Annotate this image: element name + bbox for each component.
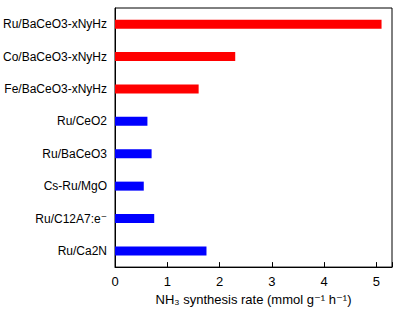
svg-text:Co/BaCeO3-xNyHz: Co/BaCeO3-xNyHz: [3, 50, 107, 64]
svg-text:0: 0: [111, 274, 118, 289]
svg-text:4: 4: [320, 274, 327, 289]
svg-text:Ru/BaCeO3-xNyHz: Ru/BaCeO3-xNyHz: [3, 17, 107, 31]
svg-text:5: 5: [373, 274, 380, 289]
svg-text:Ru/C12A7:e⁻: Ru/C12A7:e⁻: [35, 212, 107, 226]
svg-text:Cs-Ru/MgO: Cs-Ru/MgO: [44, 179, 107, 193]
svg-text:3: 3: [268, 274, 275, 289]
svg-text:2: 2: [216, 274, 223, 289]
svg-text:1: 1: [164, 274, 171, 289]
svg-text:NH₃ synthesis rate (mmol g⁻¹ h: NH₃ synthesis rate (mmol g⁻¹ h⁻¹): [156, 292, 352, 307]
svg-text:Ru/CeO2: Ru/CeO2: [57, 114, 107, 128]
svg-text:Fe/BaCeO3-xNyHz: Fe/BaCeO3-xNyHz: [4, 82, 107, 96]
svg-text:Ru/Ca2N: Ru/Ca2N: [58, 244, 107, 258]
svg-text:Ru/BaCeO3: Ru/BaCeO3: [42, 147, 107, 161]
